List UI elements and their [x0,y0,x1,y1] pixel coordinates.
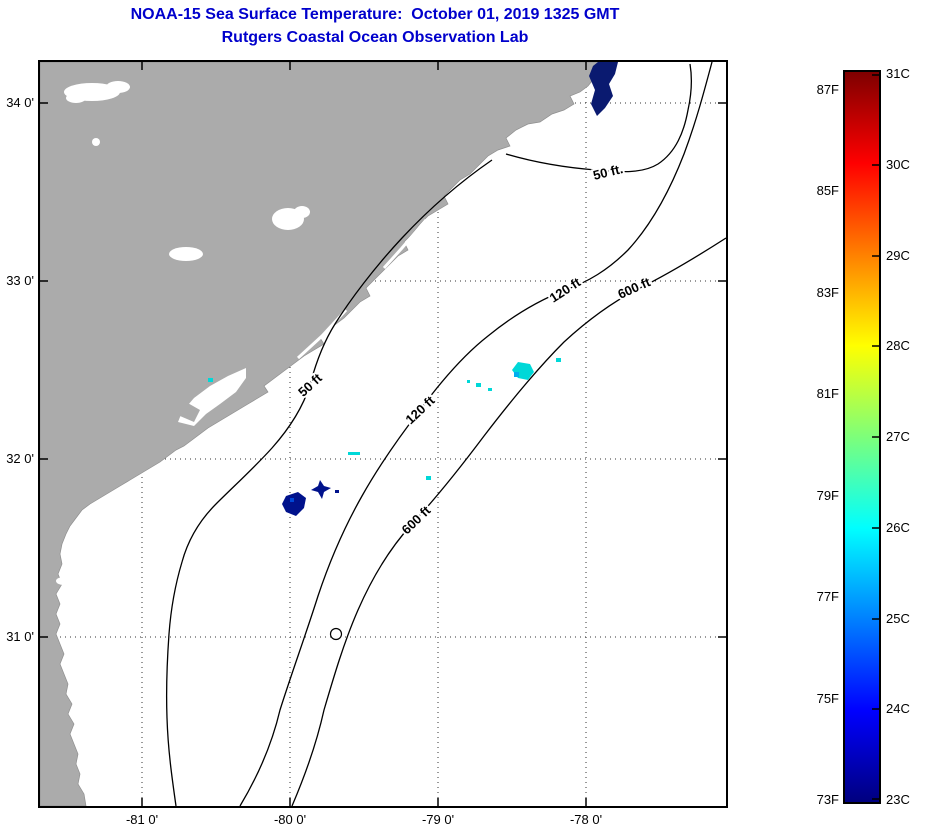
colorbar-f-label: 77F [816,589,839,604]
colorbar-c-label: 30C [886,157,910,172]
map-canvas: 50 ft. 120 ft 600 ft 50 ft 120 ft 600 ft [40,62,726,806]
colorbar-c-label: 28C [886,338,910,353]
sst-pixel-cyan [426,476,431,480]
sst-pixel-cyan [348,452,360,455]
x-tick-label: -80 0' [273,812,307,827]
colorbar-f-label: 73F [816,792,839,807]
land-mass [40,62,613,806]
contour-600ft [291,237,726,806]
contour-label-600ft-south: 600 ft [399,502,434,537]
y-tick-label: 33 0' [6,273,34,288]
sst-pixel-cyan [208,378,213,382]
axis-ticks [40,62,726,806]
contour-closed-ring [329,627,343,641]
contour-label-120ft-south: 120 ft [402,392,438,427]
x-tick-label: -79 0' [421,812,455,827]
colorbar-f-label: 87F [816,82,839,97]
map-plot-area: 50 ft. 120 ft 600 ft 50 ft 120 ft 600 ft [38,60,728,808]
sst-pixel-cyan [467,380,470,383]
grid-lines [40,62,726,806]
colorbar-c-label: 31C [886,66,910,81]
colorbar-c-label: 24C [886,701,910,716]
sst-pixel-blue [290,498,294,502]
colorbar-c-label: 26C [886,520,910,535]
contour-label-50ft-north: 50 ft. [591,161,624,183]
colorbar-tick-marks [872,74,879,800]
sst-data-patches [208,358,561,516]
colorbar-c-label: 25C [886,611,910,626]
sst-patch-navy [282,492,306,516]
colorbar-f-label: 83F [816,285,839,300]
y-tick-label: 34 0' [6,95,34,110]
contour-50ft-north [505,63,692,173]
cape-estuary-dark-water [589,62,618,116]
sst-pixel-cyan [556,358,561,362]
x-tick-label: -78 0' [569,812,603,827]
colorbar-f-label: 79F [816,488,839,503]
sst-pixel-cyan [488,388,492,391]
contour-label-50ft-south: 50 ft [295,370,325,400]
colorbar-c-label: 23C [886,792,910,807]
estuary-island [180,402,200,422]
cloud-over-land [56,81,310,613]
y-tick-label: 31 0' [6,629,34,644]
sst-pixel-blue [514,372,519,377]
depth-contours [165,62,726,806]
colorbar-c-label: 29C [886,248,910,263]
colorbar-c-label: 27C [886,429,910,444]
y-tick-label: 32 0' [6,451,34,466]
colorbar-f-label: 75F [816,691,839,706]
colorbar-f-label: 81F [816,386,839,401]
sst-pixel-navy [335,490,339,493]
contour-50ft-south [165,159,493,806]
sst-patch-navy-star [311,480,331,499]
contour-label-600ft-north: 600 ft [615,274,653,302]
x-tick-label: -81 0' [125,812,159,827]
contour-120ft [239,62,713,806]
figure-title: NOAA-15 Sea Surface Temperature: October… [130,6,620,23]
sst-pixel-cyan [476,383,481,387]
colorbar-f-label: 85F [816,183,839,198]
colorbar [843,70,881,804]
contour-label-120ft-north: 120 ft [547,274,584,305]
figure-subtitle: Rutgers Coastal Ocean Observation Lab [221,29,529,46]
